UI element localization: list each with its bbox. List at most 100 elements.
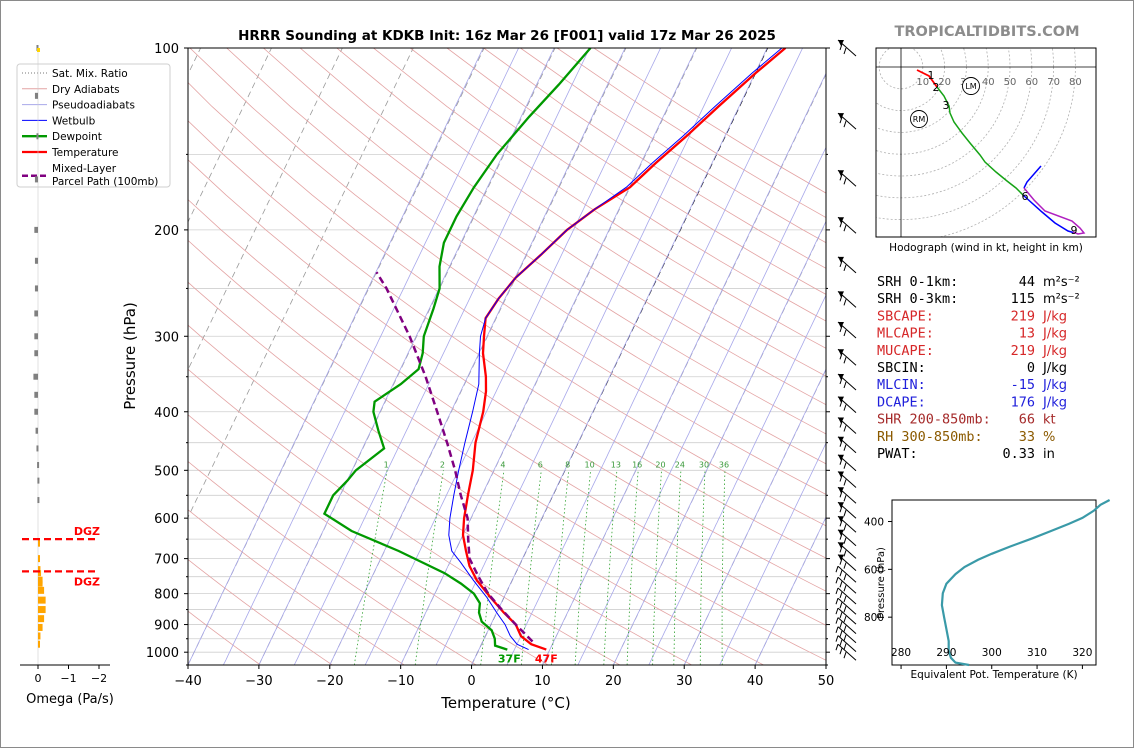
- theta-e-xtick-label: 280: [891, 647, 911, 659]
- index-unit: m²s⁻²: [1043, 275, 1080, 290]
- barb-feather: [835, 577, 839, 584]
- omega-bar: [34, 350, 38, 357]
- barb-feather: [839, 621, 843, 628]
- index-value: 0.33: [1002, 446, 1035, 462]
- barb-feather: [839, 116, 843, 124]
- barb-flag: [838, 374, 844, 380]
- dry-adiabat: [373, 48, 826, 349]
- hodograph-height-label: 3: [943, 99, 950, 112]
- index-unit: J/kg: [1042, 309, 1067, 324]
- omega-bar: [34, 226, 38, 233]
- dry-adiabat: [263, 48, 826, 435]
- omega-bar: [38, 566, 41, 574]
- barb-feather: [839, 611, 843, 619]
- index-label: SBCAPE:: [877, 308, 934, 324]
- omega-bar: [38, 632, 41, 640]
- barb-feather: [839, 602, 843, 609]
- index-value: 0: [1027, 360, 1035, 376]
- chart-title: HRRR Sounding at KDKB Init: 16z Mar 26 […: [238, 28, 776, 44]
- wind-barb: [835, 565, 857, 583]
- index-label: DCAPE:: [877, 394, 926, 410]
- theta-e-ytick-label: 600: [864, 564, 884, 576]
- dry-adiabat: [188, 199, 826, 626]
- barb-feather: [835, 598, 839, 605]
- mixing-ratio-line: [521, 470, 542, 665]
- barb-feather: [843, 462, 847, 469]
- wind-barb: [835, 626, 857, 644]
- wind-barb: [837, 471, 857, 488]
- omega-bar: [33, 373, 38, 380]
- barb-feather: [839, 174, 843, 181]
- hodograph-ring-label: 60: [1025, 77, 1038, 88]
- pseudoadiabat: [258, 48, 555, 665]
- hodograph-panel: 102030405060708012369LMRM Hodograph (win…: [875, 47, 1097, 254]
- index-unit: J/kg: [1042, 395, 1067, 410]
- omega-bar: [38, 640, 40, 648]
- index-unit: kt: [1043, 413, 1056, 428]
- barb-feather: [839, 43, 843, 51]
- isotherm-line: [188, 48, 343, 371]
- pseudoadiabat: [719, 442, 826, 665]
- pseudoadiabat: [188, 48, 484, 665]
- dgz-label: DGZ: [74, 525, 100, 538]
- omega-bar: [38, 539, 40, 547]
- barb-feather: [839, 558, 843, 565]
- barb-feather: [839, 421, 843, 428]
- barb-flag: [838, 322, 844, 328]
- series-wetbulb: [448, 48, 783, 651]
- barb-feather: [843, 634, 847, 641]
- wind-barb: [835, 607, 857, 625]
- mixing-ratio-line: [626, 470, 639, 665]
- left-mover-label: LM: [965, 82, 976, 91]
- omega-bar: [37, 462, 40, 469]
- pseudoadiabat: [754, 516, 826, 665]
- omega-bar: [36, 445, 39, 452]
- barb-feather: [843, 225, 847, 232]
- wind-barb: [835, 576, 857, 594]
- barb-feather: [839, 506, 843, 513]
- mixing-ratio-label: 4: [500, 460, 505, 469]
- wind-barb: [837, 321, 857, 339]
- x-tick-label: 0: [467, 674, 475, 689]
- y-tick-label: 600: [154, 512, 179, 527]
- y-tick-label: 1000: [146, 646, 179, 661]
- legend-label: Dewpoint: [52, 131, 102, 143]
- pseudoadiabat: [506, 48, 803, 665]
- barb-flag: [838, 542, 844, 549]
- mixing-ratio-label: 20: [655, 460, 665, 469]
- x-tick-label: −40: [174, 674, 201, 689]
- index-unit: J/kg: [1042, 327, 1067, 342]
- mixing-ratio-label: 13: [611, 460, 621, 469]
- dry-adiabat: [336, 48, 826, 377]
- mixing-ratio-line: [480, 470, 505, 665]
- wind-barb: [837, 501, 857, 519]
- wind-barb: [835, 617, 857, 634]
- wind-barb: [837, 373, 857, 391]
- wind-barb: [837, 417, 857, 434]
- chart-legend: Sat. Mix. Ratio Dry Adiabats Pseudoadiabat…: [16, 63, 171, 188]
- barb-flag: [838, 291, 844, 298]
- barb-feather: [843, 479, 847, 486]
- barb-feather: [843, 550, 847, 557]
- theta-e-profile: [940, 499, 1111, 667]
- y-tick-label: 200: [154, 224, 179, 239]
- wind-barb: [837, 291, 857, 308]
- hodograph-segment-0-3: [916, 69, 938, 88]
- wind-barb: [837, 39, 857, 57]
- barb-feather: [843, 329, 847, 337]
- wind-barb: [837, 515, 857, 533]
- pseudoadiabat: [293, 48, 590, 665]
- y-tick-label: 300: [154, 330, 179, 345]
- surface-dewpoint-label: 37F: [498, 653, 521, 666]
- barb-feather: [843, 625, 847, 632]
- barb-feather: [839, 458, 843, 465]
- hodograph-ring-label: 70: [1047, 77, 1060, 88]
- surface-temperature-label: 47F: [535, 653, 558, 666]
- barb-feather: [839, 533, 843, 540]
- index-value: -15: [1011, 377, 1035, 393]
- index-label: PWAT:: [877, 446, 918, 462]
- indices-table: SRH 0-1km: 44 m²s⁻² SRH 0-3km: 115 m²s⁻² SBCAP…: [877, 274, 1080, 462]
- theta-e-panel: Equivalent Pot. Temperature (K) Pressure…: [864, 499, 1111, 681]
- barb-feather: [843, 537, 847, 544]
